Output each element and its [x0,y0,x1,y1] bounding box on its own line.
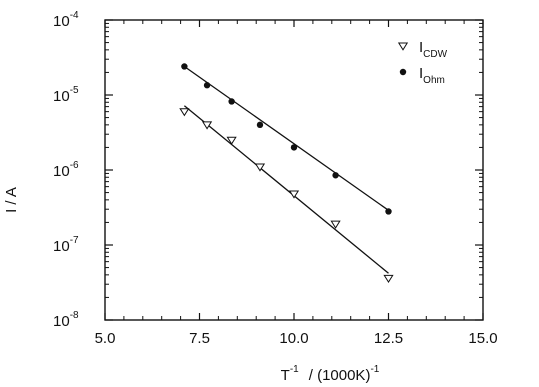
series-ohm [181,63,392,215]
data-point-ohm [203,82,211,89]
data-point-cdw [254,163,266,172]
x-tick-label: 5.0 [95,330,116,347]
y-tick-exponent: -8 [70,310,79,321]
y-tick-base: 10 [53,313,70,330]
legend-label: IOhm [419,65,445,86]
data-point-ohm [181,63,188,70]
fit-line-ohm [184,65,389,211]
data-point-ohm [385,208,392,215]
y-tick-label: 10-5 [53,85,79,105]
legend-item-cdw: ICDW [397,39,448,60]
legend-label-sub: CDW [423,49,447,60]
y-tick-exponent: -5 [70,85,79,96]
legend-item-ohm: IOhm [399,65,445,86]
y-tick-exponent: -6 [70,160,79,171]
x-tick-label: 7.5 [189,330,210,347]
x-axis-label-sup2: -1 [370,364,379,375]
plot-area-border [104,19,484,321]
y-tick-label: 10-6 [53,160,79,180]
legend-label-main: I [419,39,423,56]
y-tick-label: 10-4 [53,10,79,30]
x-axis-label: T-1/ (1000K)-1 [281,364,380,384]
data-point-ohm [228,98,235,105]
fit-line-cdw [183,105,389,274]
data-point-cdw [288,190,300,199]
legend-marker [397,42,409,51]
legend-label: ICDW [419,39,448,60]
y-axis-label: I / A [3,187,20,213]
x-axis-label-sup: -1 [290,364,299,375]
x-tick-label: 15.0 [468,330,497,347]
legend-marker [399,68,407,76]
x-axis-label-main: T [281,367,290,384]
y-tick-label: 10-8 [53,310,79,330]
data-point-cdw [226,136,237,145]
y-axis: 10-810-710-610-510-4 [53,10,483,330]
y-tick-base: 10 [53,13,70,30]
data-point-cdw [383,274,394,284]
series-cdw [179,105,394,284]
y-tick-base: 10 [53,88,70,105]
plot-frame [104,19,484,321]
data-point-cdw [201,121,213,130]
legend-label-main: I [419,65,423,82]
x-tick-label: 10.0 [279,330,308,347]
x-axis: 5.0 7.5 10.0 12.5 15.0 [95,20,498,347]
data-point-cdw [179,108,190,117]
y-tick-exponent: -4 [70,10,79,21]
x-tick-label: 12.5 [374,330,403,347]
data-point-ohm [332,172,339,179]
y-tick-label: 10-7 [53,235,79,255]
data-point-ohm [290,144,298,151]
x-axis-label-rest: / (1000K) [309,367,371,384]
legend-label-sub: Ohm [423,75,445,86]
data-point-cdw [330,220,341,229]
y-tick-base: 10 [53,238,70,255]
y-tick-base: 10 [53,163,70,180]
series-layer [179,63,394,284]
data-point-ohm [256,121,264,129]
y-tick-exponent: -7 [70,235,79,246]
